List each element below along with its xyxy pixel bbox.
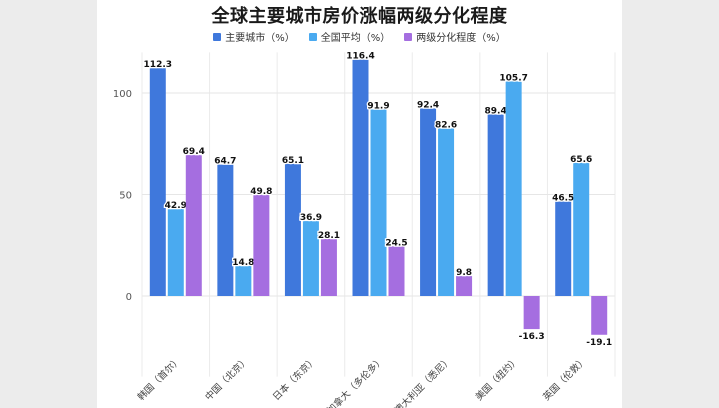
bar: [235, 265, 252, 296]
legend-swatch-polarization: [404, 32, 413, 41]
bar: [456, 276, 473, 296]
legend-item-main-city: 主要城市（%）: [213, 29, 295, 44]
data-label: 89.4: [485, 107, 507, 117]
data-label: 24.5: [385, 238, 407, 248]
data-label: 14.8: [232, 258, 254, 268]
legend-label-national-avg: 全国平均（%）: [320, 33, 391, 44]
data-label: 112.3: [144, 60, 172, 70]
bar: [523, 296, 540, 330]
bar: [487, 114, 504, 296]
bar: [438, 128, 455, 296]
bar: [149, 68, 166, 296]
data-label: -19.1: [586, 338, 612, 348]
data-label: 42.9: [165, 201, 187, 211]
bar: [217, 164, 234, 296]
bar-chart: 050100112.342.969.4韩国（首尔）64.714.849.8中国（…: [113, 50, 616, 408]
legend-item-national-avg: 全国平均（%）: [308, 29, 391, 44]
bar: [573, 162, 590, 296]
legend-swatch-main-city: [213, 32, 222, 41]
legend-swatch-national-avg: [308, 32, 317, 41]
bar: [505, 81, 522, 296]
data-label: 46.5: [552, 194, 574, 204]
x-tick-label: 加拿大（多伦多）: [324, 354, 386, 408]
data-label: 9.8: [456, 268, 472, 278]
bar: [370, 109, 387, 297]
chart-legend: 主要城市（%） 全国平均（%） 两级分化程度（%）: [97, 29, 622, 44]
bar: [591, 296, 608, 335]
bar: [320, 238, 337, 296]
y-tick-label: 50: [119, 191, 132, 202]
bar: [185, 155, 202, 296]
legend-item-polarization: 两级分化程度（%）: [404, 29, 506, 44]
data-label: 64.7: [214, 157, 236, 167]
bar: [284, 163, 301, 296]
data-label: 28.1: [318, 231, 340, 241]
legend-label-polarization: 两级分化程度（%）: [416, 33, 506, 44]
y-tick-label: 0: [126, 292, 132, 303]
bar: [388, 246, 405, 296]
bar: [302, 221, 319, 296]
data-label: -16.3: [519, 332, 545, 342]
bar: [253, 194, 270, 296]
legend-label-main-city: 主要城市（%）: [225, 33, 295, 44]
data-label: 116.4: [346, 52, 374, 62]
bar: [420, 108, 437, 296]
data-label: 36.9: [300, 213, 322, 223]
bar: [167, 208, 184, 296]
bar: [555, 201, 572, 296]
data-label: 65.6: [570, 155, 592, 165]
y-tick-label: 100: [113, 89, 132, 100]
chart-card: 全球主要城市房价涨幅两级分化程度 主要城市（%） 全国平均（%） 两级分化程度（…: [97, 0, 622, 408]
data-label: 49.8: [250, 187, 272, 197]
data-label: 65.1: [282, 156, 304, 166]
x-tick-label: 澳大利亚（悉尼）: [392, 354, 454, 408]
data-label: 82.6: [435, 120, 457, 130]
data-label: 92.4: [417, 100, 439, 110]
chart-title: 全球主要城市房价涨幅两级分化程度: [211, 6, 508, 27]
data-label: 105.7: [499, 73, 527, 83]
data-label: 69.4: [183, 147, 205, 157]
data-label: 91.9: [367, 101, 389, 111]
bar: [352, 59, 369, 296]
